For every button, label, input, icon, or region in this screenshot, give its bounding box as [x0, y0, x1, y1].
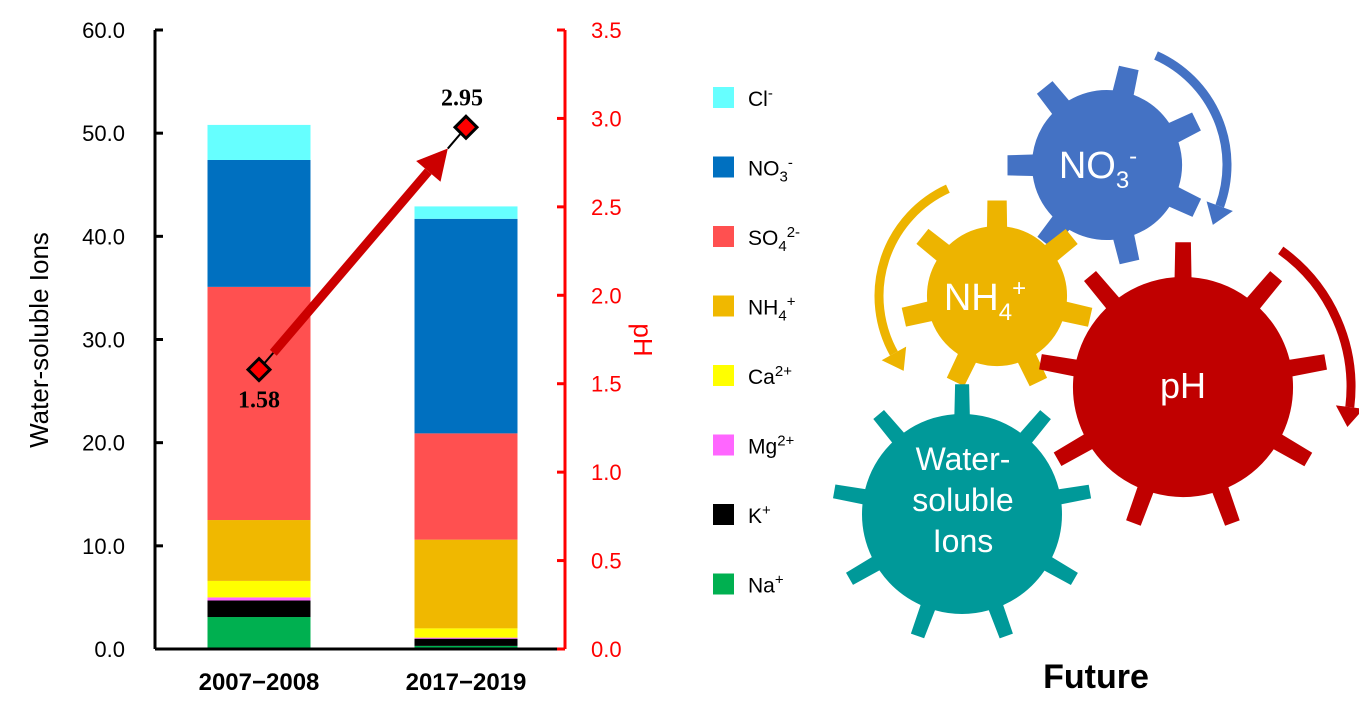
- ph-rotation-arrow: [1278, 246, 1359, 427]
- x-tick-label: 2017−2019: [406, 669, 527, 696]
- legend-label: Cl-: [748, 85, 773, 111]
- y-tick-label: 60.0: [82, 18, 125, 43]
- legend-swatch: [713, 226, 734, 247]
- legend-swatch: [713, 87, 734, 108]
- y2-tick-label: 2.0: [591, 283, 622, 308]
- bar-segment-so42-1: [414, 433, 518, 540]
- no3-rotation-arrow-head: [1206, 201, 1233, 225]
- ph-trend-arrow-head: [416, 148, 448, 182]
- y-tick-label: 30.0: [82, 328, 125, 353]
- gear-label: Water-: [916, 441, 1011, 477]
- y2-tick-label: 3.0: [591, 106, 622, 131]
- gear-no3-icon: [1007, 65, 1202, 265]
- gear-label: soluble: [912, 482, 1013, 518]
- legend: Cl- NO3- SO42- NH4+ Ca2+ Mg2+ K+ Na+: [713, 85, 800, 598]
- gear-label: Ions: [933, 523, 993, 559]
- bar-segment-na-0: [207, 617, 311, 649]
- gears-diagram: NO3- NH4+ pH Water-soluble Ions: [833, 51, 1359, 639]
- y-tick-label: 40.0: [82, 224, 125, 249]
- y2-axis-label: pH: [628, 323, 658, 356]
- bar-segment-no3-1: [414, 218, 518, 434]
- y-axis-label: Water-soluble Ions: [24, 232, 54, 448]
- ph-data-label: 1.58: [238, 388, 280, 414]
- bars-layer: [207, 124, 518, 649]
- ph-marker: [452, 114, 480, 141]
- no3-rotation-arrow: [1154, 51, 1233, 225]
- legend-label: SO42-: [748, 224, 800, 255]
- gear-ph-icon: [1039, 242, 1327, 526]
- legend-item: NH4+: [713, 294, 796, 325]
- y2-tick-label: 0.0: [591, 637, 622, 662]
- legend-item: Ca2+: [713, 363, 792, 389]
- gear-wsi-icon: [833, 384, 1092, 639]
- legend-swatch: [713, 434, 734, 456]
- bar-segment-k-0: [207, 600, 311, 618]
- gear-nh4-icon: [901, 200, 1093, 387]
- bar-segment-mg2-0: [207, 597, 311, 601]
- legend-item: NO3-: [713, 155, 793, 186]
- no3-rotation-arrow-arc: [1154, 51, 1232, 208]
- y2-tick-label: 1.0: [591, 460, 622, 485]
- legend-label: K+: [748, 502, 771, 528]
- gear-label: NH4+: [944, 275, 1026, 326]
- bar-segment-na-1: [414, 645, 518, 649]
- legend-item: Cl-: [713, 85, 773, 111]
- legend-swatch: [713, 365, 734, 386]
- nh4-rotation-arrow-arc: [874, 184, 950, 356]
- bar-segment-nh4-1: [414, 539, 518, 629]
- legend-label: Mg2+: [748, 433, 795, 459]
- legend-label: NH4+: [748, 294, 796, 325]
- axes-layer: 0.0 10.0 20.0 30.0 40.0 50.0 60.0 0.0 0.5 1.0 1.5 2…: [82, 18, 621, 696]
- future-caption: Future: [1043, 658, 1149, 696]
- ph-data-label: 2.95: [441, 85, 483, 111]
- ph-rotation-arrow-arc: [1278, 246, 1356, 408]
- legend-label: Ca2+: [748, 363, 792, 389]
- x-tick-label: 2007−2008: [199, 669, 320, 696]
- bar-segment-k-1: [414, 638, 518, 646]
- ph-marker: [245, 356, 273, 383]
- gear-wsi: Water-soluble Ions: [833, 384, 1092, 639]
- legend-label: Na+: [748, 572, 784, 598]
- y2-tick-label: 3.5: [591, 18, 622, 43]
- y-tick-label: 10.0: [82, 534, 125, 559]
- bar-segment-nh4-0: [207, 520, 311, 581]
- legend-swatch: [713, 156, 734, 178]
- bar-segment-cl-0: [207, 124, 311, 160]
- gear-label: NO3-: [1059, 143, 1137, 194]
- nh4-rotation-arrow: [874, 184, 950, 371]
- y-tick-label: 20.0: [82, 431, 125, 456]
- y2-tick-label: 1.5: [591, 372, 622, 397]
- bar-segment-ca2-0: [207, 580, 311, 598]
- gear-nh4: NH4+: [901, 200, 1093, 387]
- ph-trend-arrow-shaft: [269, 168, 432, 356]
- gear-no3: NO3-: [1007, 65, 1202, 265]
- legend-swatch: [713, 504, 734, 525]
- legend-item: SO42-: [713, 224, 800, 255]
- legend-item: Mg2+: [713, 433, 795, 459]
- bar-segment-no3-0: [207, 159, 311, 287]
- legend-swatch: [713, 295, 734, 317]
- legend-swatch: [713, 573, 734, 595]
- y-tick-label: 50.0: [82, 121, 125, 146]
- nh4-rotation-arrow-head: [881, 346, 907, 371]
- bar-segment-cl-1: [414, 206, 518, 219]
- gear-ph: pH: [1039, 242, 1327, 526]
- legend-item: K+: [713, 502, 771, 528]
- legend-item: Na+: [713, 572, 784, 598]
- gear-label: pH: [1160, 365, 1206, 406]
- y2-tick-label: 2.5: [591, 195, 622, 220]
- ph-rotation-arrow-head: [1335, 405, 1359, 427]
- bar-segment-mg2-1: [414, 637, 518, 639]
- bar-segment-ca2-1: [414, 628, 518, 638]
- legend-label: NO3-: [748, 155, 793, 186]
- y2-tick-label: 0.5: [591, 549, 622, 574]
- ph-line-layer: 1.58 2.95: [238, 85, 483, 413]
- y-tick-label: 0.0: [94, 637, 125, 662]
